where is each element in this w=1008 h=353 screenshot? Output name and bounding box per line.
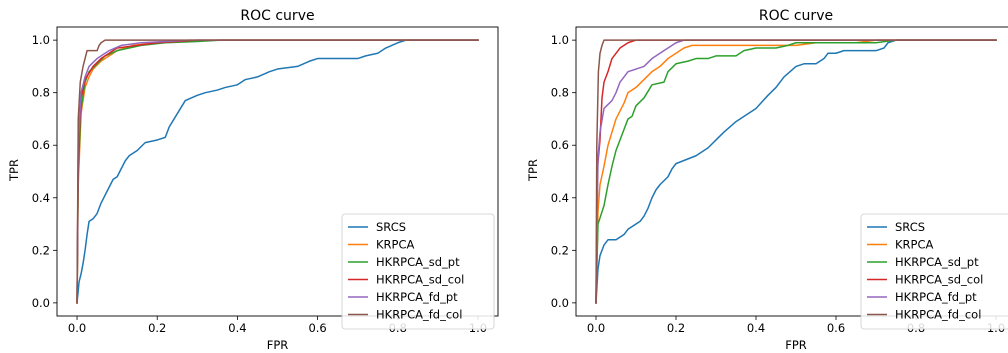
plot-frame (56, 26, 499, 317)
y-tick-label: 0.6 (551, 138, 569, 152)
y-ticks: 0.0 0.2 0.4 0.6 0.8 1.0 (32, 33, 57, 310)
legend-label: SRCS (895, 220, 925, 234)
y-tick-label: 0.2 (32, 243, 50, 257)
legend-label: SRCS (376, 220, 406, 234)
y-tick-label: 0.8 (32, 86, 50, 100)
chart-title: ROC curve (240, 8, 314, 24)
legend: SRCS KRPCA HKRPCA_sd_pt HKRPCA_sd_col HKRPCA… (860, 213, 1008, 330)
x-axis-label: FPR (267, 338, 289, 352)
series-layer (76, 39, 479, 304)
legend-label: HKRPCA_sd_col (376, 273, 464, 287)
legend-label: HKRPCA_fd_col (895, 308, 981, 322)
legend-label: HKRPCA_fd_col (376, 308, 462, 322)
legend-box (341, 213, 495, 330)
legend-label: HKRPCA_sd_col (895, 273, 983, 287)
y-ticks: 0.0 0.2 0.4 0.6 0.8 1.0 (551, 33, 576, 310)
y-tick-label: 0.8 (551, 86, 569, 100)
x-axis-label: FPR (785, 338, 807, 352)
series-line-hkrpca-fd-col (595, 39, 997, 304)
y-tick-label: 0.2 (551, 243, 569, 257)
legend-label: KRPCA (376, 238, 414, 252)
legend: SRCS KRPCA HKRPCA_sd_pt HKRPCA_sd_col HKRPCA… (341, 213, 495, 330)
x-tick-label: 0.6 (827, 321, 845, 335)
y-tick-label: 0.4 (551, 191, 569, 205)
legend-label: HKRPCA_sd_pt (376, 255, 460, 269)
x-tick-label: 0.4 (747, 321, 765, 335)
y-tick-label: 1.0 (551, 33, 569, 47)
legend-label: KRPCA (895, 238, 933, 252)
roc-chart-left: ROC curve FPR TPR 0.0 0.2 0.4 0.6 0.8 1.0 0.0… (7, 8, 499, 352)
series-layer (595, 39, 997, 304)
x-tick-label: 0.0 (587, 321, 605, 335)
roc-chart-right: ROC curve FPR TPR 0.0 0.2 0.4 0.6 0.8 1.0 0.0… (526, 8, 1008, 352)
series-line-hkrpca-sd-pt (595, 39, 997, 304)
series-line-krpca (595, 39, 997, 304)
series-line-srcs (76, 39, 479, 304)
chart-title: ROC curve (759, 8, 833, 24)
series-line-hkrpca-fd-pt (595, 39, 997, 304)
y-axis-label: TPR (7, 159, 21, 182)
legend-label: HKRPCA_fd_pt (376, 290, 458, 304)
plot-frame (575, 26, 1008, 317)
y-tick-label: 0.0 (32, 296, 50, 310)
y-tick-label: 1.0 (32, 33, 50, 47)
y-tick-label: 0.6 (32, 138, 50, 152)
x-tick-label: 0.6 (308, 321, 326, 335)
y-tick-label: 0.4 (32, 191, 50, 205)
x-tick-label: 0.4 (228, 321, 246, 335)
x-tick-label: 0.2 (667, 321, 685, 335)
series-line-hkrpca-fd-pt (76, 39, 479, 304)
legend-label: HKRPCA_sd_pt (895, 255, 979, 269)
x-tick-label: 0.0 (68, 321, 86, 335)
series-line-srcs (595, 39, 997, 304)
y-tick-label: 0.0 (551, 296, 569, 310)
legend-box (860, 213, 1008, 330)
y-axis-label: TPR (526, 159, 540, 182)
x-tick-label: 0.2 (148, 321, 166, 335)
series-line-hkrpca-sd-pt (76, 39, 479, 304)
series-line-hkrpca-fd-col (76, 39, 479, 304)
legend-label: HKRPCA_fd_pt (895, 290, 977, 304)
